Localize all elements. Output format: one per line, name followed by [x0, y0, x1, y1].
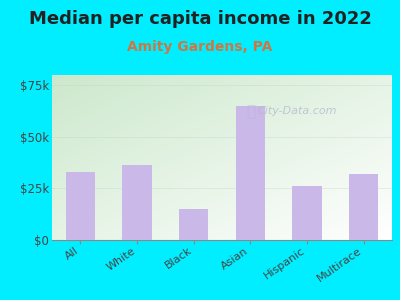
- Text: City-Data.com: City-Data.com: [257, 106, 336, 116]
- Bar: [236, 106, 265, 240]
- Text: Ⓘ: Ⓘ: [246, 104, 256, 119]
- Text: Amity Gardens, PA: Amity Gardens, PA: [127, 40, 273, 55]
- Bar: [292, 186, 322, 240]
- Bar: [349, 174, 378, 240]
- Bar: [122, 165, 152, 240]
- Bar: [179, 209, 208, 240]
- Bar: [66, 172, 95, 240]
- Text: Median per capita income in 2022: Median per capita income in 2022: [28, 11, 372, 28]
